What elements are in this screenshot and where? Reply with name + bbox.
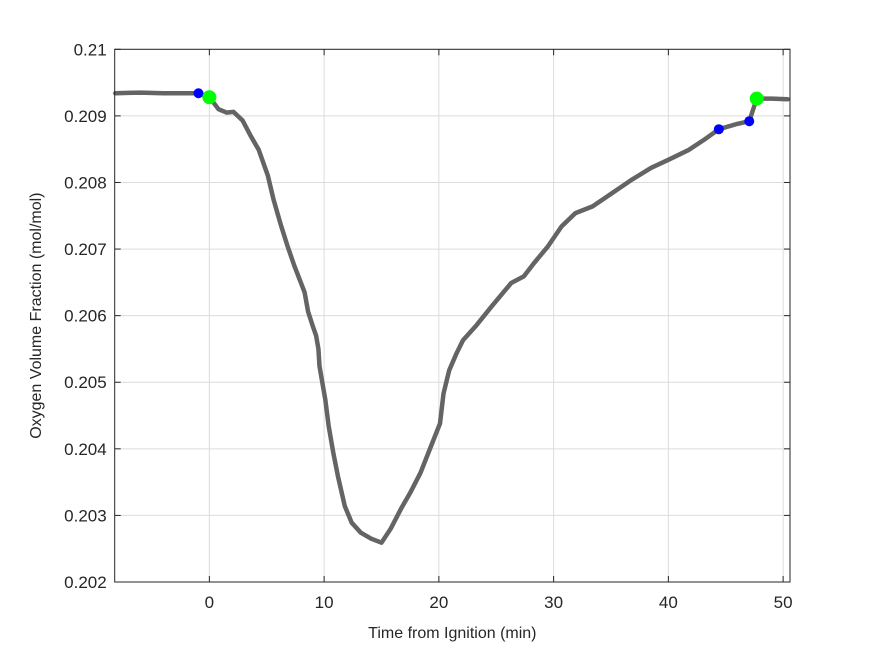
x-tick-label: 20 bbox=[429, 593, 448, 612]
blue-event-marker bbox=[193, 88, 204, 99]
y-tick-label: 0.21 bbox=[74, 40, 107, 59]
y-tick-label: 0.202 bbox=[64, 573, 107, 592]
x-tick-label: 30 bbox=[544, 593, 563, 612]
x-tick-label: 50 bbox=[774, 593, 793, 612]
y-tick-label: 0.204 bbox=[64, 440, 107, 459]
y-tick-label: 0.209 bbox=[64, 107, 107, 126]
x-tick-label: 10 bbox=[315, 593, 334, 612]
oxygen-fraction-line bbox=[113, 90, 790, 545]
y-tick-label: 0.207 bbox=[64, 240, 107, 259]
y-axis-label: Oxygen Volume Fraction (mol/mol) bbox=[28, 192, 45, 438]
grid-lines bbox=[114, 48, 790, 583]
blue-event-marker bbox=[744, 116, 755, 127]
x-tick-labels: 0 10 20 30 40 50 bbox=[205, 593, 793, 612]
x-tick-label: 0 bbox=[205, 593, 214, 612]
green-event-marker bbox=[202, 90, 217, 105]
data-series bbox=[113, 90, 790, 545]
blue-event-marker bbox=[713, 124, 724, 135]
event-markers bbox=[193, 88, 764, 135]
y-tick-label: 0.206 bbox=[64, 307, 107, 326]
x-tick-label: 40 bbox=[659, 593, 678, 612]
y-tick-label: 0.203 bbox=[64, 506, 107, 525]
green-event-marker bbox=[749, 91, 764, 106]
y-tick-label: 0.205 bbox=[64, 373, 107, 392]
tick-marks bbox=[114, 48, 790, 583]
y-tick-label: 0.208 bbox=[64, 173, 107, 192]
x-axis-label: Time from Ignition (min) bbox=[368, 625, 536, 642]
y-tick-labels: 0.202 0.203 0.204 0.205 0.206 0.207 0.208 0.209… bbox=[64, 40, 107, 592]
